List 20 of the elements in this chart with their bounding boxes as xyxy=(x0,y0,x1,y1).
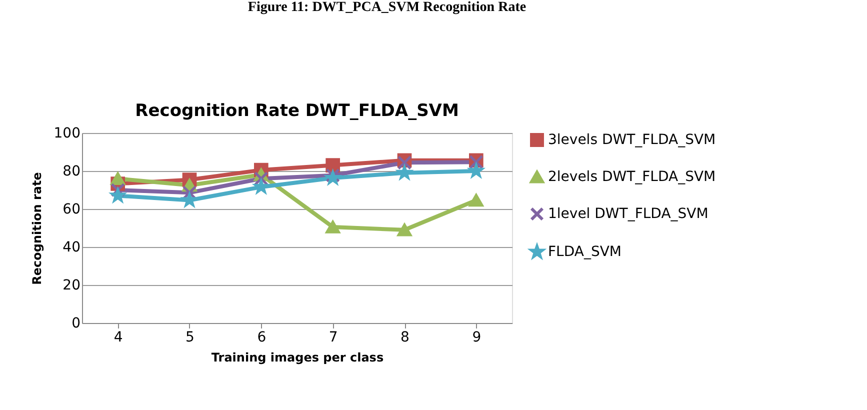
legend-label: FLDA_SVM xyxy=(548,244,622,260)
y-axis-title: Recognition rate xyxy=(30,172,44,285)
x-tick-label: 4 xyxy=(114,330,123,346)
y-tick-label: 100 xyxy=(54,126,80,142)
y-tick-label: 0 xyxy=(72,316,80,332)
y-tick-label: 60 xyxy=(62,202,80,218)
caption: Figure 11: DWT_PCA_SVM Recognition Rate xyxy=(248,0,526,15)
x-tick-label: 5 xyxy=(186,330,194,346)
x-tick-label: 9 xyxy=(472,330,482,346)
y-tick-label: 40 xyxy=(62,240,80,256)
y-tick-label: 80 xyxy=(62,164,80,180)
chart-title: Recognition Rate DWT_FLDA_SVM xyxy=(135,101,459,121)
x-axis-title: Training images per class xyxy=(211,350,384,364)
legend-label: 1level DWT_FLDA_SVM xyxy=(548,206,708,222)
y-tick-label: 20 xyxy=(62,278,80,294)
x-tick-label: 7 xyxy=(328,330,338,346)
legend-label: 2levels DWT_FLDA_SVM xyxy=(548,169,716,185)
x-tick-label: 6 xyxy=(257,330,266,346)
legend-label: 3levels DWT_FLDA_SVM xyxy=(548,132,716,148)
x-tick-label: 8 xyxy=(400,330,410,346)
